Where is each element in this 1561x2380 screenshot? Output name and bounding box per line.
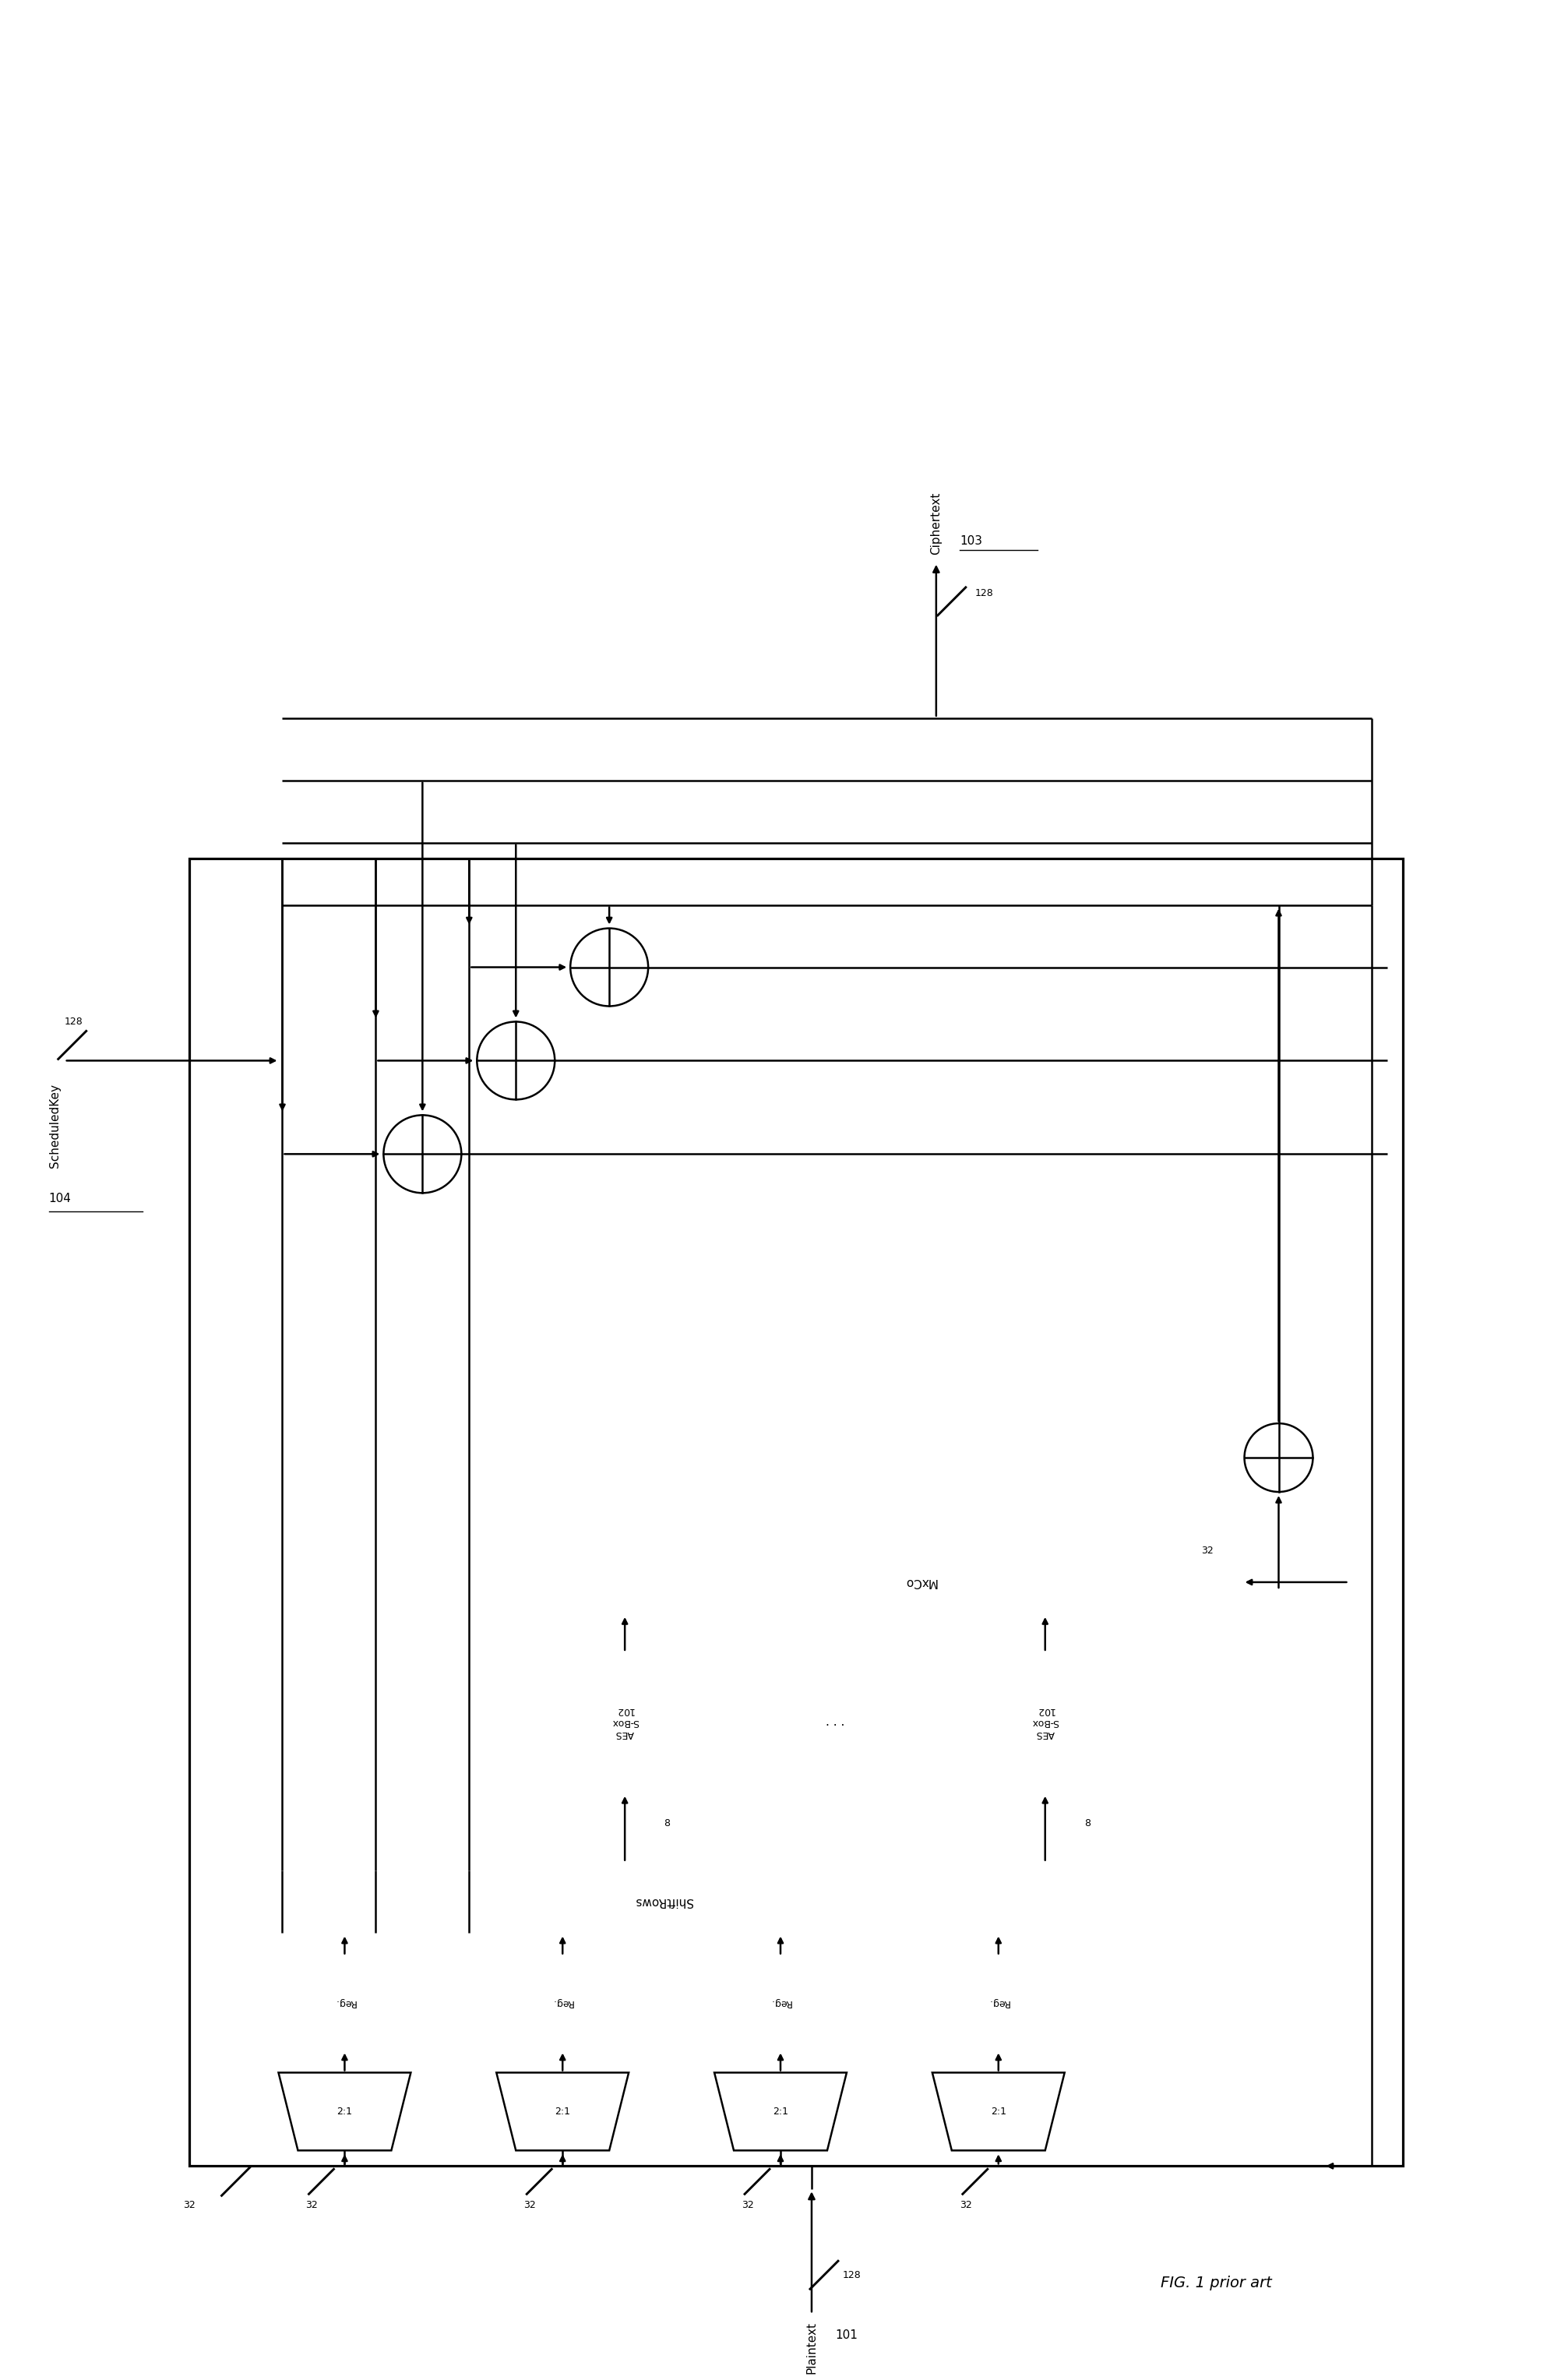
Text: MxCo: MxCo [904,1576,937,1587]
Circle shape [384,1116,462,1192]
Text: 128: 128 [976,588,994,600]
Bar [189,859,1403,2166]
Bar [940,1956,1057,2049]
Text: Reg.: Reg. [334,1997,356,2009]
Polygon shape [278,2073,411,2152]
Circle shape [570,928,648,1007]
Text: 103: 103 [960,536,982,547]
Text: 2:1: 2:1 [773,2106,788,2116]
Text: 2:1: 2:1 [554,2106,570,2116]
Bar [960,1652,1130,1792]
Circle shape [1244,1423,1313,1492]
Text: 8: 8 [1083,1818,1090,1828]
Text: 32: 32 [306,2199,318,2211]
Text: 8: 8 [663,1818,670,1828]
Text: ShiftRows: ShiftRows [635,1894,693,1906]
Bar [539,1652,710,1792]
Text: AES
S-Box
102: AES S-Box 102 [1032,1706,1058,1740]
Text: 2:1: 2:1 [991,2106,1007,2116]
Text: 104: 104 [48,1192,72,1204]
Text: ScheduledKey: ScheduledKey [48,1083,61,1169]
Text: 32: 32 [1200,1547,1213,1557]
Bar [286,1956,403,2049]
Bar [470,1404,1372,1840]
Text: 32: 32 [183,2199,195,2211]
Bar [493,1552,1349,1614]
Text: 32: 32 [960,2199,973,2211]
Text: FIG. 1 prior art: FIG. 1 prior art [1161,2275,1272,2290]
Text: 101: 101 [835,2330,857,2342]
Text: Reg.: Reg. [988,1997,1010,2009]
Bar [204,1871,1122,1933]
Polygon shape [932,2073,1065,2152]
Text: . . .: . . . [826,1716,845,1728]
Text: Ciphertext: Ciphertext [930,493,941,555]
Polygon shape [496,2073,629,2152]
Bar [723,1956,838,2049]
Text: AES
S-Box
102: AES S-Box 102 [610,1706,638,1740]
Text: 128: 128 [843,2271,862,2280]
Text: Reg.: Reg. [551,1997,573,2009]
Text: 32: 32 [741,2199,754,2211]
Bar [504,1956,621,2049]
Circle shape [478,1021,554,1100]
Text: Reg.: Reg. [770,1997,791,2009]
Polygon shape [715,2073,846,2152]
Text: 2:1: 2:1 [337,2106,353,2116]
Text: 32: 32 [523,2199,535,2211]
Text: Plaintext: Plaintext [805,2323,818,2373]
Text: 128: 128 [64,1016,83,1026]
